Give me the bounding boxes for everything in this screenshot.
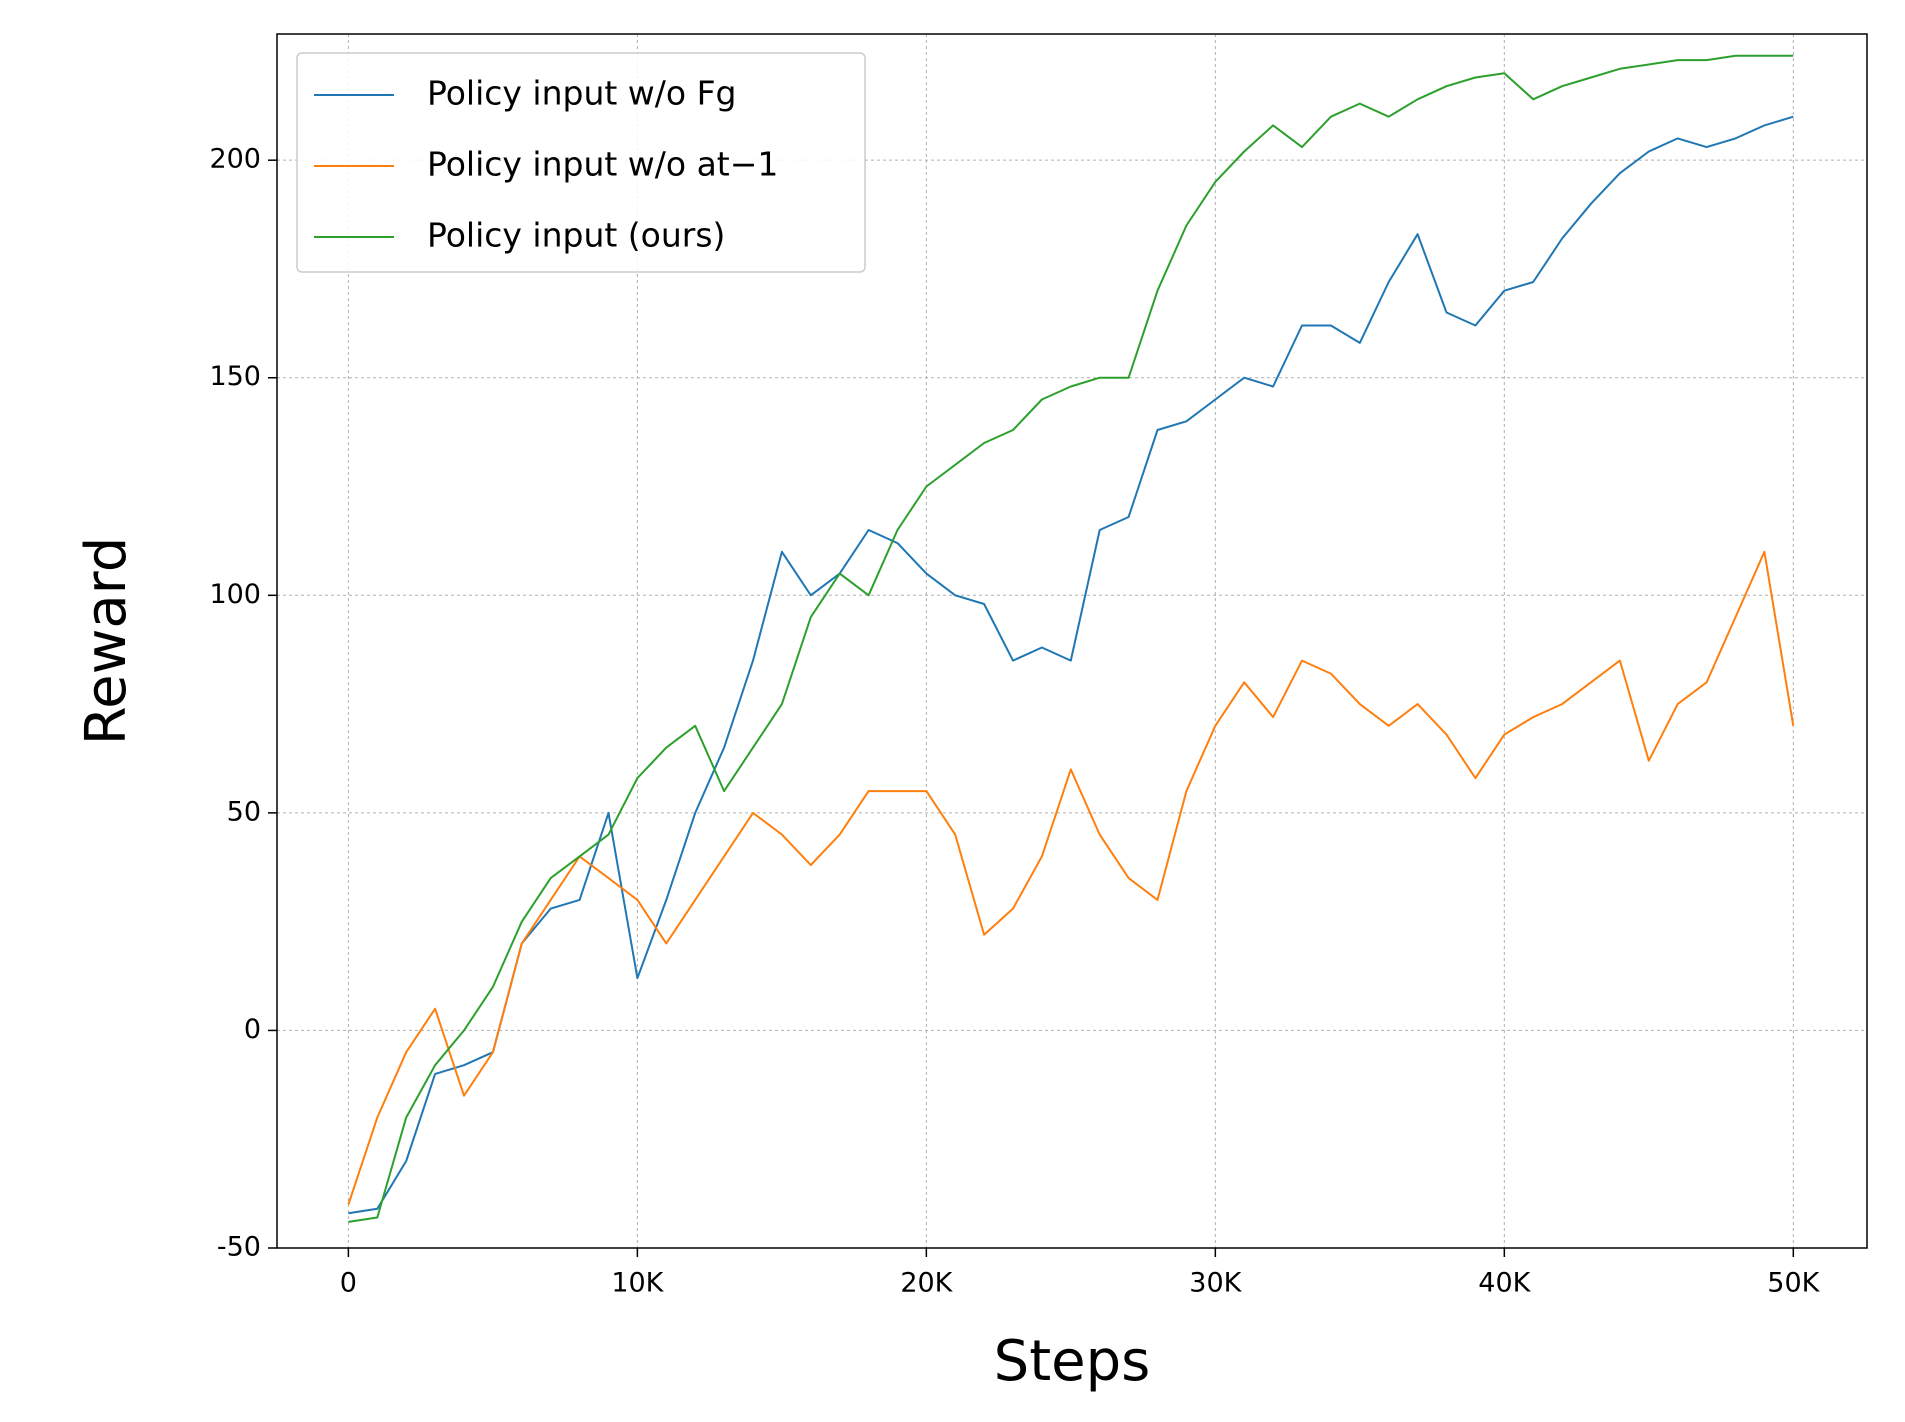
line-series bbox=[347, 550, 1795, 1205]
y-tick-label: 200 bbox=[209, 144, 261, 175]
legend-label: Policy input (ours) bbox=[427, 216, 725, 255]
y-tick-label: 100 bbox=[209, 579, 261, 610]
plot-frame bbox=[276, 33, 1868, 1249]
x-tick-label: 50K bbox=[1767, 1268, 1820, 1299]
y-tick-label: 50 bbox=[227, 796, 261, 827]
legend-label: Policy input w/o Fg bbox=[427, 74, 737, 113]
x-tick-label: 10K bbox=[611, 1268, 664, 1299]
x-tick-label: 0 bbox=[340, 1268, 357, 1299]
x-tick-label: 20K bbox=[900, 1268, 953, 1299]
y-tick-label: -50 bbox=[217, 1232, 261, 1263]
line-series bbox=[348, 54, 1794, 1223]
y-tick-label: 150 bbox=[209, 361, 261, 392]
x-tick-label: 30K bbox=[1189, 1268, 1242, 1299]
legend-box bbox=[296, 52, 866, 273]
x-tick-label: 40K bbox=[1478, 1268, 1531, 1299]
y-axis-label: Reward bbox=[74, 537, 139, 746]
line-series bbox=[348, 115, 1794, 1215]
x-axis-label: Steps bbox=[994, 1329, 1151, 1394]
y-tick-label: 0 bbox=[244, 1014, 261, 1045]
legend-label: Policy input w/o at−1 bbox=[427, 145, 778, 184]
